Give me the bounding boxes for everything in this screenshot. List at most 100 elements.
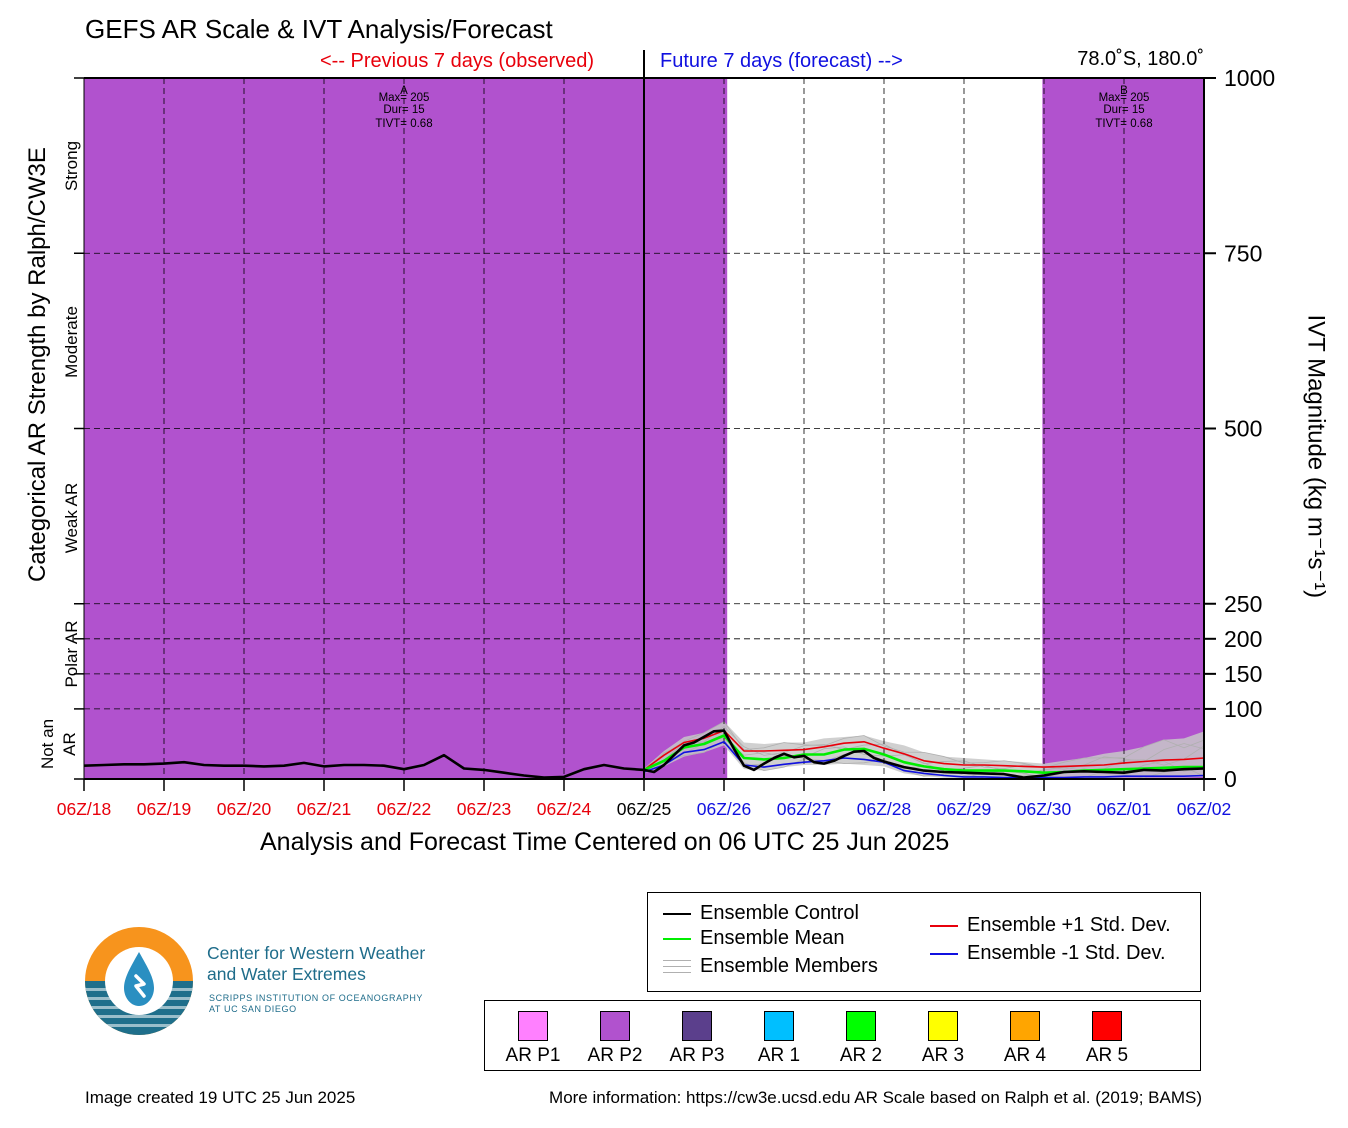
y-tick-label: 150 bbox=[1224, 661, 1262, 687]
y-tick-label: 500 bbox=[1224, 416, 1262, 442]
scale-legend-label: AR 1 bbox=[757, 1045, 801, 1066]
y-axis-left-label: Categorical AR Strength by Ralph/CW3E bbox=[24, 147, 51, 582]
x-tick-label: 06Z/22 bbox=[377, 799, 431, 819]
scale-legend-label: AR P2 bbox=[587, 1045, 643, 1066]
logo-name: Center for Western Weather and Water Ext… bbox=[207, 943, 425, 985]
x-tick-label: 06Z/02 bbox=[1177, 799, 1231, 819]
legend-control-label: Ensemble Control bbox=[700, 902, 859, 924]
category-not-ar-line1: Not an bbox=[38, 718, 57, 770]
location-label: 78.0˚S, 180.0˚ bbox=[1077, 48, 1204, 70]
scale-legend-label: AR 4 bbox=[1003, 1045, 1047, 1066]
scale-legend-swatch bbox=[600, 1011, 630, 1041]
series-ensemble-control bbox=[83, 729, 1205, 779]
series-ensemble-1-std-dev- bbox=[643, 741, 1205, 779]
previous-days-label: <-- Previous 7 days (observed) bbox=[320, 50, 595, 72]
annotation-a-dur: Dur= 15 bbox=[383, 104, 425, 116]
scale-legend-swatch bbox=[1010, 1011, 1040, 1041]
legend-mean-label: Ensemble Mean bbox=[700, 927, 845, 949]
legend-mean-swatch bbox=[663, 938, 691, 940]
legend-control-swatch bbox=[663, 913, 691, 915]
x-tick-label: 06Z/23 bbox=[457, 799, 511, 819]
legend-members-swatch-1 bbox=[663, 960, 691, 961]
logo-subtitle: SCRIPPS INSTITUTION OF OCEANOGRAPHY AT U… bbox=[209, 993, 423, 1015]
scale-legend-swatch bbox=[518, 1011, 548, 1041]
x-tick-label: 06Z/28 bbox=[857, 799, 911, 819]
future-days-label: Future 7 days (forecast) --> bbox=[660, 50, 903, 72]
scale-legend-swatch bbox=[1092, 1011, 1122, 1041]
annotation-a-max: Max= 205 bbox=[378, 92, 430, 104]
category-polar-ar: Polar AR bbox=[62, 620, 81, 688]
legend-members-label: Ensemble Members bbox=[700, 955, 878, 977]
scale-legend-swatch bbox=[928, 1011, 958, 1041]
scale-legend-item: AR 4 bbox=[985, 1001, 1065, 1067]
logo-name-line2: and Water Extremes bbox=[207, 964, 366, 984]
cw3e-logo-icon bbox=[85, 927, 193, 1035]
axes bbox=[74, 50, 1216, 791]
tick-labels: 0 100 150 200 250 500 750 1000 06Z/18 06Z/19 06Z/2… bbox=[57, 65, 1275, 819]
category-moderate: Moderate bbox=[62, 306, 81, 378]
x-tick-label: 06Z/21 bbox=[297, 799, 351, 819]
x-tick-label: 06Z/24 bbox=[537, 799, 592, 819]
y-tick-label: 0 bbox=[1224, 766, 1237, 792]
x-tick-label: 06Z/26 bbox=[697, 799, 751, 819]
scale-legend-swatch bbox=[682, 1011, 712, 1041]
scale-legend-label: AR 3 bbox=[921, 1045, 965, 1066]
logo-sub-line1: SCRIPPS INSTITUTION OF OCEANOGRAPHY bbox=[209, 993, 424, 1003]
legend-plus-label: Ensemble +1 Std. Dev. bbox=[967, 914, 1171, 936]
x-tick-label: 06Z/18 bbox=[57, 799, 111, 819]
y-tick-label: 200 bbox=[1224, 626, 1262, 652]
logo-sub-line2: AT UC SAN DIEGO bbox=[209, 1004, 297, 1014]
chart-title: GEFS AR Scale & IVT Analysis/Forecast bbox=[85, 14, 553, 44]
category-weak-ar: Weak AR bbox=[62, 482, 81, 554]
footer-created: Image created 19 UTC 25 Jun 2025 bbox=[85, 1088, 356, 1107]
series-legend: Ensemble Control Ensemble Mean Ensemble … bbox=[647, 892, 1201, 992]
scale-legend-item: AR 2 bbox=[821, 1001, 901, 1067]
category-strong: Strong bbox=[62, 140, 81, 192]
scale-legend-item: AR 5 bbox=[1067, 1001, 1147, 1067]
y-tick-label: 250 bbox=[1224, 591, 1262, 617]
scale-legend-label: AR P3 bbox=[669, 1045, 725, 1066]
annotation-b-letter: B bbox=[1120, 85, 1128, 97]
scale-legend-item: AR P2 bbox=[575, 1001, 655, 1067]
scale-legend-item: AR P1 bbox=[493, 1001, 573, 1067]
x-tick-label: 06Z/27 bbox=[777, 799, 831, 819]
legend-minus-swatch bbox=[930, 953, 958, 955]
x-tick-label: 06Z/20 bbox=[217, 799, 272, 819]
legend-minus-label: Ensemble -1 Std. Dev. bbox=[967, 942, 1166, 964]
scale-legend-item: AR 1 bbox=[739, 1001, 819, 1067]
ensemble-member-line bbox=[643, 721, 1205, 769]
x-axis-label: Analysis and Forecast Time Centered on 0… bbox=[260, 828, 950, 856]
legend-plus-swatch bbox=[930, 925, 958, 927]
annotation-a: A Max= 205 Dur= 15 TIVT= 0.68 bbox=[354, 84, 454, 132]
annotation-b-dur: Dur= 15 bbox=[1103, 104, 1145, 116]
x-tick-label: 06Z/25 bbox=[617, 799, 671, 819]
y-tick-label: 100 bbox=[1224, 696, 1262, 722]
scale-legend-item: AR 3 bbox=[903, 1001, 983, 1067]
legend-members-swatch-3 bbox=[663, 972, 691, 973]
annotation-a-letter: A bbox=[400, 85, 408, 97]
ar-scale-legend: AR P1 AR P2 AR P3 AR 1 AR 2 AR 3 AR 4 AR 5 bbox=[484, 1000, 1201, 1071]
y-tick-label: 750 bbox=[1224, 240, 1262, 266]
y-axis-right-label: IVT Magnitude (kg m⁻¹s⁻¹) bbox=[1302, 314, 1330, 599]
scale-legend-item: AR P3 bbox=[657, 1001, 737, 1067]
legend-members-swatch-2 bbox=[663, 966, 691, 967]
x-tick-label: 06Z/01 bbox=[1097, 799, 1151, 819]
x-tick-label: 06Z/30 bbox=[1017, 799, 1072, 819]
scale-legend-swatch bbox=[764, 1011, 794, 1041]
annotation-b-max: Max= 205 bbox=[1098, 92, 1150, 104]
annotation-a-tivt: TIVT= 0.68 bbox=[375, 118, 433, 130]
scale-legend-swatch bbox=[846, 1011, 876, 1041]
annotation-b: B Max= 205 Dur= 15 TIVT= 0.68 bbox=[1074, 84, 1174, 132]
series bbox=[83, 729, 1205, 779]
logo-name-line1: Center for Western Weather bbox=[207, 943, 426, 963]
scale-legend-label: AR 2 bbox=[839, 1045, 883, 1066]
scale-legend-label: AR P1 bbox=[505, 1045, 561, 1066]
y-tick-label: 1000 bbox=[1224, 65, 1275, 91]
footer-info: More information: https://cw3e.ucsd.edu … bbox=[549, 1088, 1202, 1107]
scale-legend-label: AR 5 bbox=[1085, 1045, 1129, 1066]
series-ensemble-mean bbox=[643, 734, 1204, 774]
series-ensemble-1-std-dev- bbox=[643, 729, 1205, 771]
x-tick-label: 06Z/29 bbox=[937, 799, 991, 819]
annotation-b-tivt: TIVT= 0.68 bbox=[1095, 118, 1153, 130]
